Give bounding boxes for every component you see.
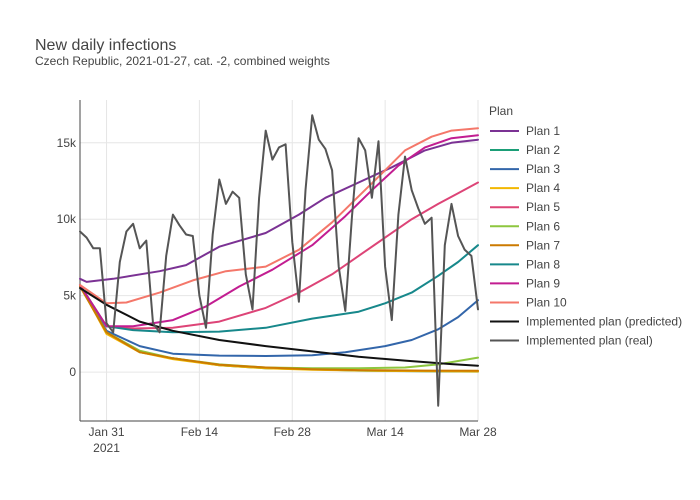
x-tick-label: Feb 28 [274,425,312,439]
series-line-11 [79,287,479,367]
legend-label: Plan 1 [526,124,560,138]
legend[interactable]: Plan Plan 1 Plan 2 Plan 3 Plan 4 Plan 5 Plan … [489,104,682,348]
legend-item-9[interactable]: Plan 9 [490,276,560,290]
legend-item-4[interactable]: Plan 4 [490,181,560,195]
legend-item-1[interactable]: Plan 1 [490,124,560,138]
legend-item-3[interactable]: Plan 3 [490,162,560,176]
legend-item-11[interactable]: Implemented plan (predicted) [490,315,682,329]
legend-item-8[interactable]: Plan 8 [490,257,560,271]
series-line-7 [79,285,479,372]
chart-title: New daily infections [35,37,176,54]
series-lines [79,114,479,407]
x-tick-label: Jan 31 [89,425,125,439]
legend-label: Plan 3 [526,162,560,176]
legend-item-12[interactable]: Implemented plan (real) [490,334,653,348]
y-tick-label: 0 [69,365,76,379]
y-tick-label: 5k [63,289,77,303]
y-tick-label: 10k [57,212,77,226]
legend-label: Plan 2 [526,143,560,157]
chart-subtitle: Czech Republic, 2021-01-27, cat. -2, com… [35,54,330,68]
legend-label: Plan 4 [526,181,560,195]
legend-label: Plan 6 [526,219,560,233]
x-tick-label: Feb 14 [181,425,219,439]
series-line-3 [79,284,479,357]
legend-label: Plan 10 [526,295,567,309]
y-tick-label: 15k [57,136,77,150]
legend-item-10[interactable]: Plan 10 [490,295,567,309]
legend-label: Plan 9 [526,276,560,290]
legend-label: Implemented plan (real) [526,334,653,348]
legend-label: Plan 8 [526,257,560,271]
series-line-12 [79,114,479,407]
legend-item-2[interactable]: Plan 2 [490,143,560,157]
series-line-10 [79,127,479,305]
axes: Jan 31 2021 Feb 14 Feb 28 Mar 14 Mar 28 0 5k 10k… [57,100,497,455]
legend-item-5[interactable]: Plan 5 [490,200,560,214]
legend-item-7[interactable]: Plan 7 [490,238,560,252]
x-tick-label: Mar 28 [459,425,497,439]
x-tick-label: Mar 14 [366,425,404,439]
series-line-8 [79,244,479,334]
series-line-1 [79,138,479,283]
legend-label: Implemented plan (predicted) [526,315,682,329]
legend-label: Plan 7 [526,238,560,252]
legend-title: Plan [489,104,513,118]
legend-label: Plan 5 [526,200,560,214]
legend-item-6[interactable]: Plan 6 [490,219,560,233]
x-tick-sublabel: 2021 [93,441,120,455]
series-line-5 [79,181,479,330]
series-line-9 [79,134,479,328]
